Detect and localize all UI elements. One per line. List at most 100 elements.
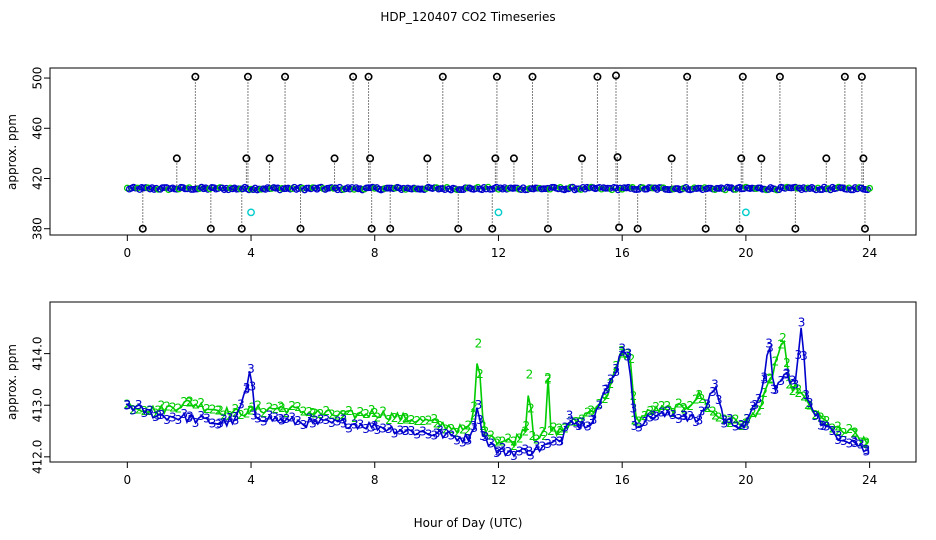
spike-point — [701, 224, 710, 233]
series-marker-3: 3 — [624, 350, 632, 364]
series-marker-3: 3 — [846, 436, 854, 450]
series-keypoint-2: 2 — [247, 403, 255, 417]
series-marker-3: 3 — [766, 341, 774, 355]
series-marker-3: 3 — [760, 371, 768, 385]
series-marker-3: 3 — [260, 414, 268, 428]
series-keypoint-2: 2 — [464, 424, 472, 438]
spike-point — [281, 72, 290, 81]
x-tick-label: 8 — [371, 473, 379, 487]
series-marker-3: 3 — [357, 417, 365, 431]
spike-point — [366, 154, 375, 163]
series-marker-2: 2 — [391, 411, 399, 425]
series-keypoint-2: 2 — [541, 429, 549, 443]
series-line-2 — [127, 339, 868, 448]
series-keypoint-2: 2 — [758, 398, 766, 412]
series-marker-3: 3 — [470, 421, 478, 435]
series-marker-2: 2 — [681, 402, 689, 416]
series-keypoint-3: 3 — [819, 419, 827, 433]
spike-point — [191, 72, 200, 81]
spike-point — [840, 72, 849, 81]
series-marker-2: 2 — [214, 404, 222, 418]
panel-bottom-frame — [49, 301, 917, 463]
spike-point — [364, 72, 373, 81]
panel-top: 0 4 8 12 16 20 24 380 420 460 500 approx. ppm — [5, 67, 917, 260]
x-tick-label: 4 — [247, 246, 255, 260]
series-marker-3: 3 — [635, 420, 643, 434]
series-keypoint-3: 3 — [309, 416, 317, 430]
series-marker-2: 2 — [408, 413, 416, 427]
series-marker-2: 2 — [789, 384, 797, 398]
series-keypoint-2: 2 — [232, 406, 240, 420]
series-marker-2: 2 — [652, 400, 660, 414]
series-marker-2: 2 — [544, 371, 552, 385]
series-marker-2: 2 — [476, 367, 484, 381]
series-keypoint-3: 3 — [479, 429, 487, 443]
spike-point — [528, 72, 537, 81]
series-marker-3: 3 — [243, 381, 251, 395]
series-keypoint-2: 2 — [495, 434, 503, 448]
series-marker-2: 2 — [169, 401, 177, 415]
x-tick-label: 20 — [738, 473, 753, 487]
series-keypoint-2: 2 — [696, 388, 704, 402]
series-keypoint-2: 2 — [680, 401, 688, 415]
series-marker-3: 3 — [123, 399, 131, 413]
series-keypoint-3: 3 — [603, 383, 611, 397]
series-marker-2: 2 — [766, 372, 774, 386]
series-marker-3: 3 — [482, 430, 490, 444]
series-keypoint-2: 2 — [216, 403, 224, 417]
baseline-point — [866, 184, 874, 192]
series-marker-3: 3 — [214, 417, 222, 431]
series-marker-2: 2 — [470, 399, 478, 413]
series-marker-2: 2 — [664, 399, 672, 413]
series-marker-3: 3 — [487, 437, 495, 451]
series-marker-3: 3 — [442, 427, 450, 441]
series-marker-2: 2 — [817, 410, 825, 424]
series-keypoint-3: 3 — [742, 419, 750, 433]
series-marker-3: 3 — [163, 413, 171, 427]
panel-top-axes: 0 4 8 12 16 20 24 380 420 460 500 — [31, 67, 878, 260]
series-marker-2: 2 — [175, 402, 183, 416]
series-marker-3: 3 — [749, 400, 757, 414]
series-marker-2: 2 — [180, 395, 188, 409]
series-marker-3: 3 — [641, 415, 649, 429]
series-marker-3: 3 — [601, 383, 609, 397]
series-marker-3: 3 — [834, 433, 842, 447]
y-tick-label: 380 — [31, 217, 45, 240]
series-marker-2: 2 — [465, 419, 473, 433]
series-marker-2: 2 — [396, 413, 404, 427]
series-marker-3: 3 — [584, 420, 592, 434]
series-marker-2: 2 — [590, 406, 598, 420]
series-keypoint-3: 3 — [770, 383, 778, 397]
spike-point — [737, 154, 746, 163]
series-keypoint-2: 2 — [402, 411, 410, 425]
series-marker-2: 2 — [783, 356, 791, 370]
series-keypoint-2: 2 — [795, 383, 803, 397]
series-keypoint-3: 3 — [850, 434, 858, 448]
series-keypoint-3: 3 — [720, 414, 728, 428]
series-marker-2: 2 — [516, 432, 524, 446]
panel-bottom-ylabel: approx. ppm — [5, 344, 19, 420]
series-marker-2: 2 — [203, 402, 211, 416]
series-keypoint-3: 3 — [123, 398, 131, 412]
spike-point — [330, 154, 339, 163]
series-marker-3: 3 — [135, 398, 143, 412]
series-marker-2: 2 — [521, 425, 529, 439]
series-marker-2: 2 — [556, 421, 564, 435]
series-marker-3: 3 — [294, 414, 302, 428]
series-keypoint-2: 2 — [628, 352, 636, 366]
series-marker-3: 3 — [175, 413, 183, 427]
x-tick-label: 12 — [491, 473, 506, 487]
baseline-point — [437, 185, 445, 193]
series-marker-2: 2 — [527, 402, 535, 416]
series-marker-3: 3 — [652, 409, 660, 423]
series-marker-2: 2 — [158, 399, 166, 413]
series-marker-3: 3 — [334, 415, 342, 429]
series-marker-2: 2 — [141, 404, 149, 418]
series-marker-3: 3 — [266, 409, 274, 423]
series-marker-3: 3 — [556, 435, 564, 449]
series-keypoint-3: 3 — [618, 342, 626, 356]
series-marker-2: 2 — [385, 413, 393, 427]
x-axis-label: Hour of Day (UTC) — [414, 516, 523, 530]
series-keypoint-3: 3 — [216, 416, 224, 430]
series-marker-3: 3 — [567, 414, 575, 428]
